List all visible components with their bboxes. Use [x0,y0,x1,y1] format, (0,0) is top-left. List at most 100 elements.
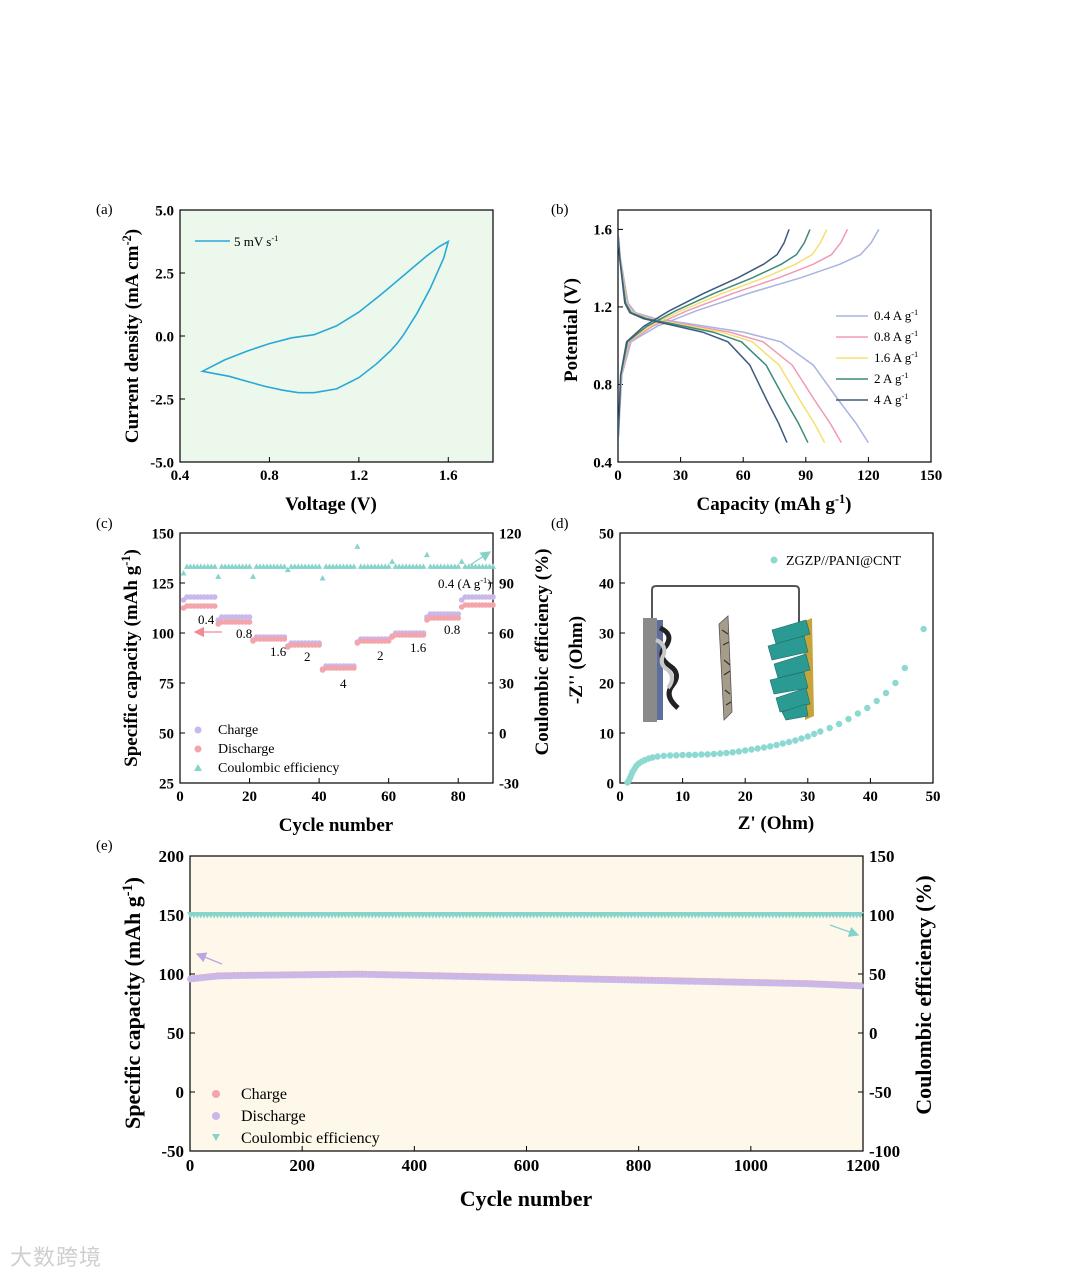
nyquist-point [779,740,786,747]
e-y-tick-label: 150 [159,906,185,925]
panel-b: (b) 0 30 60 90 120 150 0.40.81.21.6 0.4 A g-1… [551,202,942,515]
e-yr-tick-label: 0 [869,1024,878,1043]
d-x-tick-label: 50 [926,789,941,805]
text-span: 2 [304,649,311,664]
b-y-tick-label: 1.6 [593,223,612,239]
cathode-flake [767,635,809,661]
panel-c-y-right-ticks: -30 0 30 60 90 120 [488,526,522,792]
nyquist-point [679,751,686,759]
superscript: -2 [120,235,134,245]
nyquist-points [624,625,927,786]
ce-point [316,563,323,569]
nyquist-point [892,679,899,687]
e-x-tick-label: 0 [186,1156,195,1175]
charge-curve [618,229,811,443]
rate-label: 2 [377,648,384,663]
text-span: 1.6 A g [874,350,912,365]
b-x-tick-label: 0 [614,468,622,484]
panel-b-y-label: Potential (V) [561,278,582,382]
rate-label: 1.6 [270,644,287,659]
nyquist-point [685,751,693,759]
ce-point [354,543,361,549]
charge-curve [618,229,790,443]
c-yr-tick-label: 90 [499,576,514,592]
nyquist-point [654,753,661,760]
legend-marker [212,1090,220,1098]
legend-label: 0.8 A g-1 [874,328,918,344]
panel-e: (e) 0 200 400 600 800 1000 1200 -5005010015020… [96,838,936,1211]
schematic-anode-particles [658,625,680,710]
nyquist-point [742,747,749,754]
panel-e-x-label: Cycle number [460,1186,593,1211]
panel-c: (c) 0 20 40 60 80 25 50 75 100 125 150 -30 0 30 60 90… [96,516,553,836]
legend-label: Charge [218,723,258,738]
nyquist-point [804,733,811,740]
ce-point [211,563,218,569]
text-span: 0.4 A g [874,308,912,323]
charge-curve [618,229,880,443]
panel-d-label: (d) [551,516,569,532]
text-span: 1.6 [410,640,427,655]
e-x-tick-label: 400 [402,1156,428,1175]
ce-axis-arrow [469,551,492,566]
discharge-curve [618,233,870,444]
e-x-tick-label: 1200 [846,1156,880,1175]
schematic-anode-particles-2 [655,638,674,690]
discharge-point [420,632,427,638]
cathode-flake [781,703,809,721]
schematic-separator-texture [721,629,732,706]
nyquist-point [710,750,718,758]
text-span: 0.8 A g [874,329,912,344]
legend-marker [194,745,202,753]
nyquist-point [854,710,862,717]
legend-label: Discharge [218,742,275,757]
watermark: 大数跨境 [10,1246,103,1271]
b-y-tick-label: 0.8 [593,378,612,394]
cv-curve [199,239,450,394]
b-x-tick-label: 150 [920,468,943,484]
b-y-tick-label: 0.4 [593,455,612,471]
e-y-tick-label: 0 [176,1083,185,1102]
ce-point [246,563,253,569]
e-yr-tick-label: 150 [869,847,895,866]
text-span: 4 [340,676,347,691]
charge-curve [618,229,849,443]
nyquist-point [717,750,724,757]
c-y-tick-label: 150 [152,526,175,542]
nyquist-point [901,664,908,672]
superscript: -1 [271,233,278,243]
discharge-point [351,665,357,671]
e-x-tick-label: 1000 [734,1156,768,1175]
nyquist-point [817,728,824,735]
ce-point [420,563,427,569]
discharge-point [246,619,253,625]
panel-c-legend: Charge Discharge Coulombic efficiency [194,723,339,776]
cathode-flake [769,671,809,695]
cathode-flake [771,619,811,645]
cell-schematic [643,585,814,722]
rate-label: 2 [304,649,311,664]
d-y-tick-label: 40 [599,576,614,592]
text-span: ) [845,494,851,515]
panel-e-legend: Charge Discharge Coulombic efficiency [212,1086,380,1147]
nyquist-point [754,745,761,752]
panel-c-y-right-label: Coulombic efficiency (%) [532,549,553,756]
discharge-point [385,638,392,644]
discharge-point [455,615,462,621]
schematic-anode-face [657,620,663,720]
c-x-tick-label: 40 [312,789,327,805]
superscript: -1 [901,391,908,401]
a-x-tick-label: 0.8 [260,468,279,484]
panel-b-y-ticks: 0.4 0.8 1.2 1.6 [593,223,623,471]
panel-e-y-ticks: -50 0 50 100 150 200 [159,847,195,1161]
text-span: 5 mV s [234,234,271,249]
nyquist-point [920,625,927,633]
superscript: -1 [911,307,918,317]
d-x-tick-label: 30 [800,789,815,805]
ce-point [350,563,357,569]
nyquist-point [767,743,774,750]
c-y-tick-label: 25 [159,776,174,792]
panel-e-y-right-label: Coulombic efficiency (%) [911,875,936,1115]
nyquist-point [666,752,674,759]
